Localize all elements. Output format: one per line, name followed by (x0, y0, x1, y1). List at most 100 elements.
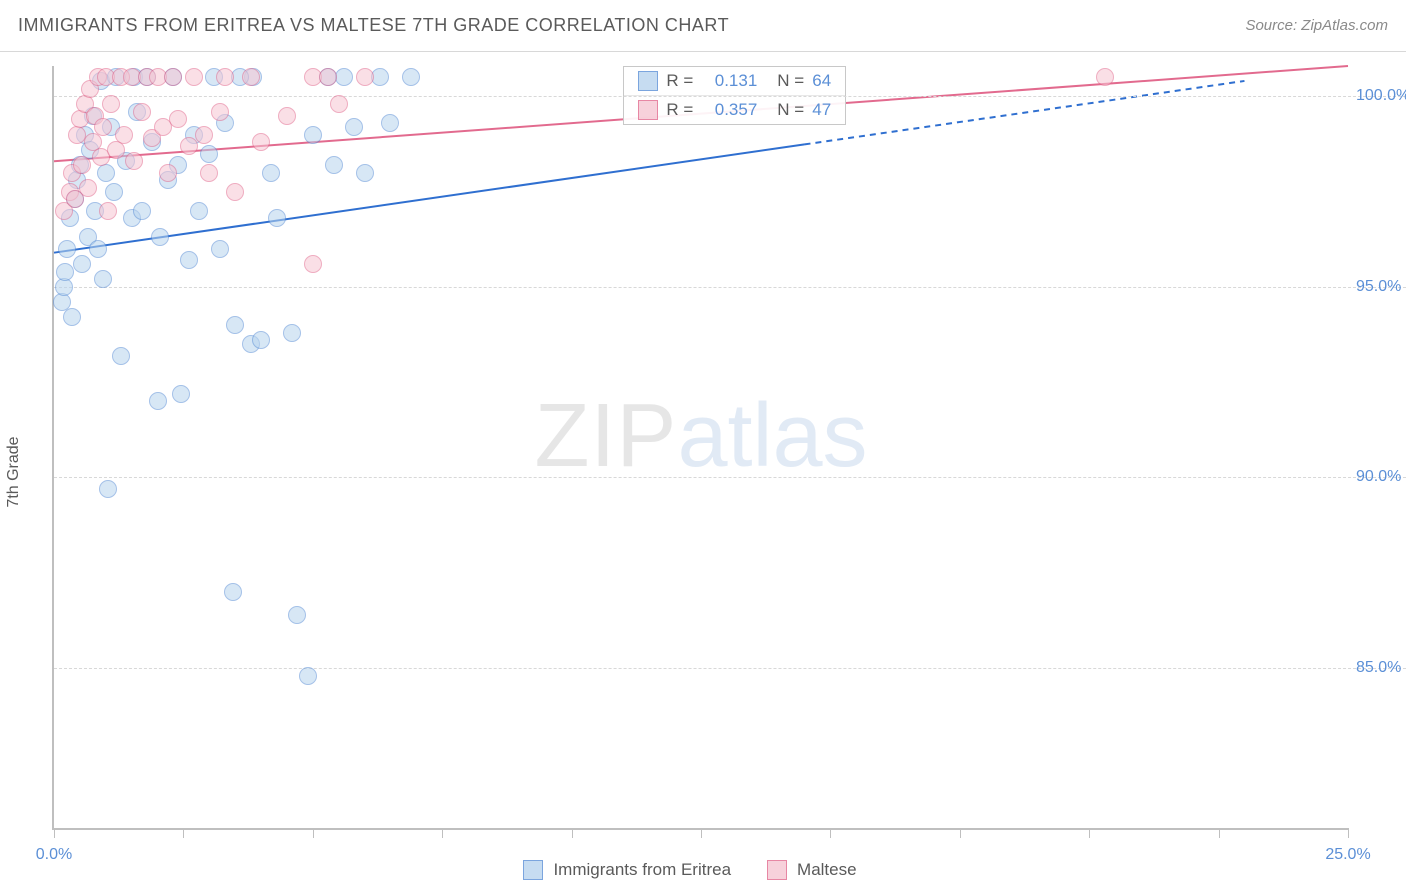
scatter-point (262, 164, 280, 182)
scatter-point (278, 107, 296, 125)
scatter-point (125, 152, 143, 170)
scatter-point (288, 606, 306, 624)
ytick-label: 100.0% (1350, 87, 1406, 105)
scatter-point (73, 156, 91, 174)
scatter-point (94, 118, 112, 136)
scatter-point (89, 240, 107, 258)
gridline-h (54, 96, 1406, 97)
legend-top-row: R = 0.131 N = 64 (624, 67, 845, 96)
scatter-point (224, 583, 242, 601)
legend-bottom-label: Maltese (797, 860, 857, 880)
scatter-point (105, 183, 123, 201)
scatter-point (211, 240, 229, 258)
scatter-point (180, 251, 198, 269)
scatter-point (226, 316, 244, 334)
scatter-point (79, 179, 97, 197)
legend-swatch (638, 100, 658, 120)
scatter-point (99, 202, 117, 220)
ytick-label: 90.0% (1350, 468, 1406, 486)
scatter-point (252, 133, 270, 151)
legend-swatch (767, 860, 787, 880)
scatter-point (63, 308, 81, 326)
scatter-point (402, 68, 420, 86)
plot-wrapper: 7th Grade ZIPatlas R =0.131N =64R =0.357… (0, 52, 1406, 892)
xtick (183, 828, 184, 838)
chart-header: IMMIGRANTS FROM ERITREA VS MALTESE 7TH G… (0, 0, 1406, 52)
scatter-point (149, 392, 167, 410)
scatter-point (242, 68, 260, 86)
trend-lines-svg (54, 66, 1348, 828)
legend-swatch (638, 71, 658, 91)
scatter-point (1096, 68, 1114, 86)
scatter-point (200, 164, 218, 182)
xtick (442, 828, 443, 838)
gridline-h (54, 668, 1406, 669)
scatter-point (356, 164, 374, 182)
scatter-point (133, 103, 151, 121)
xtick (1089, 828, 1090, 838)
xtick (572, 828, 573, 838)
scatter-point (185, 68, 203, 86)
xtick (54, 828, 55, 838)
scatter-point (164, 68, 182, 86)
legend-swatch (523, 860, 543, 880)
ytick-label: 85.0% (1350, 659, 1406, 677)
xtick (960, 828, 961, 838)
legend-n-value: 64 (812, 71, 831, 91)
scatter-point (304, 126, 322, 144)
scatter-point (133, 202, 151, 220)
scatter-point (299, 667, 317, 685)
scatter-point (371, 68, 389, 86)
scatter-point (56, 263, 74, 281)
scatter-point (94, 270, 112, 288)
chart-title: IMMIGRANTS FROM ERITREA VS MALTESE 7TH G… (18, 15, 729, 36)
plot-area: ZIPatlas R =0.131N =64R =0.357N =47 85.0… (52, 66, 1348, 830)
scatter-point (102, 95, 120, 113)
scatter-point (169, 110, 187, 128)
scatter-point (356, 68, 374, 86)
scatter-point (268, 209, 286, 227)
scatter-point (345, 118, 363, 136)
gridline-h (54, 477, 1406, 478)
chart-source: Source: ZipAtlas.com (1245, 17, 1388, 34)
legend-n-value: 47 (812, 100, 831, 120)
legend-n-label: N = (777, 100, 804, 120)
scatter-point (319, 68, 337, 86)
scatter-point (226, 183, 244, 201)
scatter-point (151, 228, 169, 246)
scatter-point (283, 324, 301, 342)
scatter-point (325, 156, 343, 174)
scatter-point (99, 480, 117, 498)
legend-r-value: 0.131 (701, 71, 757, 91)
scatter-point (381, 114, 399, 132)
scatter-point (180, 137, 198, 155)
scatter-point (58, 240, 76, 258)
legend-top-row: R = 0.357 N = 47 (624, 96, 845, 124)
legend-r-label: R = (666, 100, 693, 120)
xtick (1348, 828, 1349, 838)
scatter-point (190, 202, 208, 220)
scatter-point (252, 331, 270, 349)
scatter-point (335, 68, 353, 86)
scatter-point (304, 255, 322, 273)
scatter-point (115, 126, 133, 144)
scatter-point (73, 255, 91, 273)
scatter-point (200, 145, 218, 163)
xtick (313, 828, 314, 838)
gridline-h (54, 287, 1406, 288)
legend-bottom-label: Immigrants from Eritrea (553, 860, 731, 880)
xtick (701, 828, 702, 838)
scatter-point (112, 347, 130, 365)
legend-r-label: R = (666, 71, 693, 91)
scatter-point (330, 95, 348, 113)
legend-r-value: 0.357 (701, 100, 757, 120)
scatter-point (211, 103, 229, 121)
scatter-point (195, 126, 213, 144)
legend-bottom: Immigrants from Eritrea Maltese (0, 860, 1406, 880)
scatter-point (216, 68, 234, 86)
scatter-point (172, 385, 190, 403)
ytick-label: 95.0% (1350, 278, 1406, 296)
scatter-point (159, 164, 177, 182)
xtick (1219, 828, 1220, 838)
legend-n-label: N = (777, 71, 804, 91)
